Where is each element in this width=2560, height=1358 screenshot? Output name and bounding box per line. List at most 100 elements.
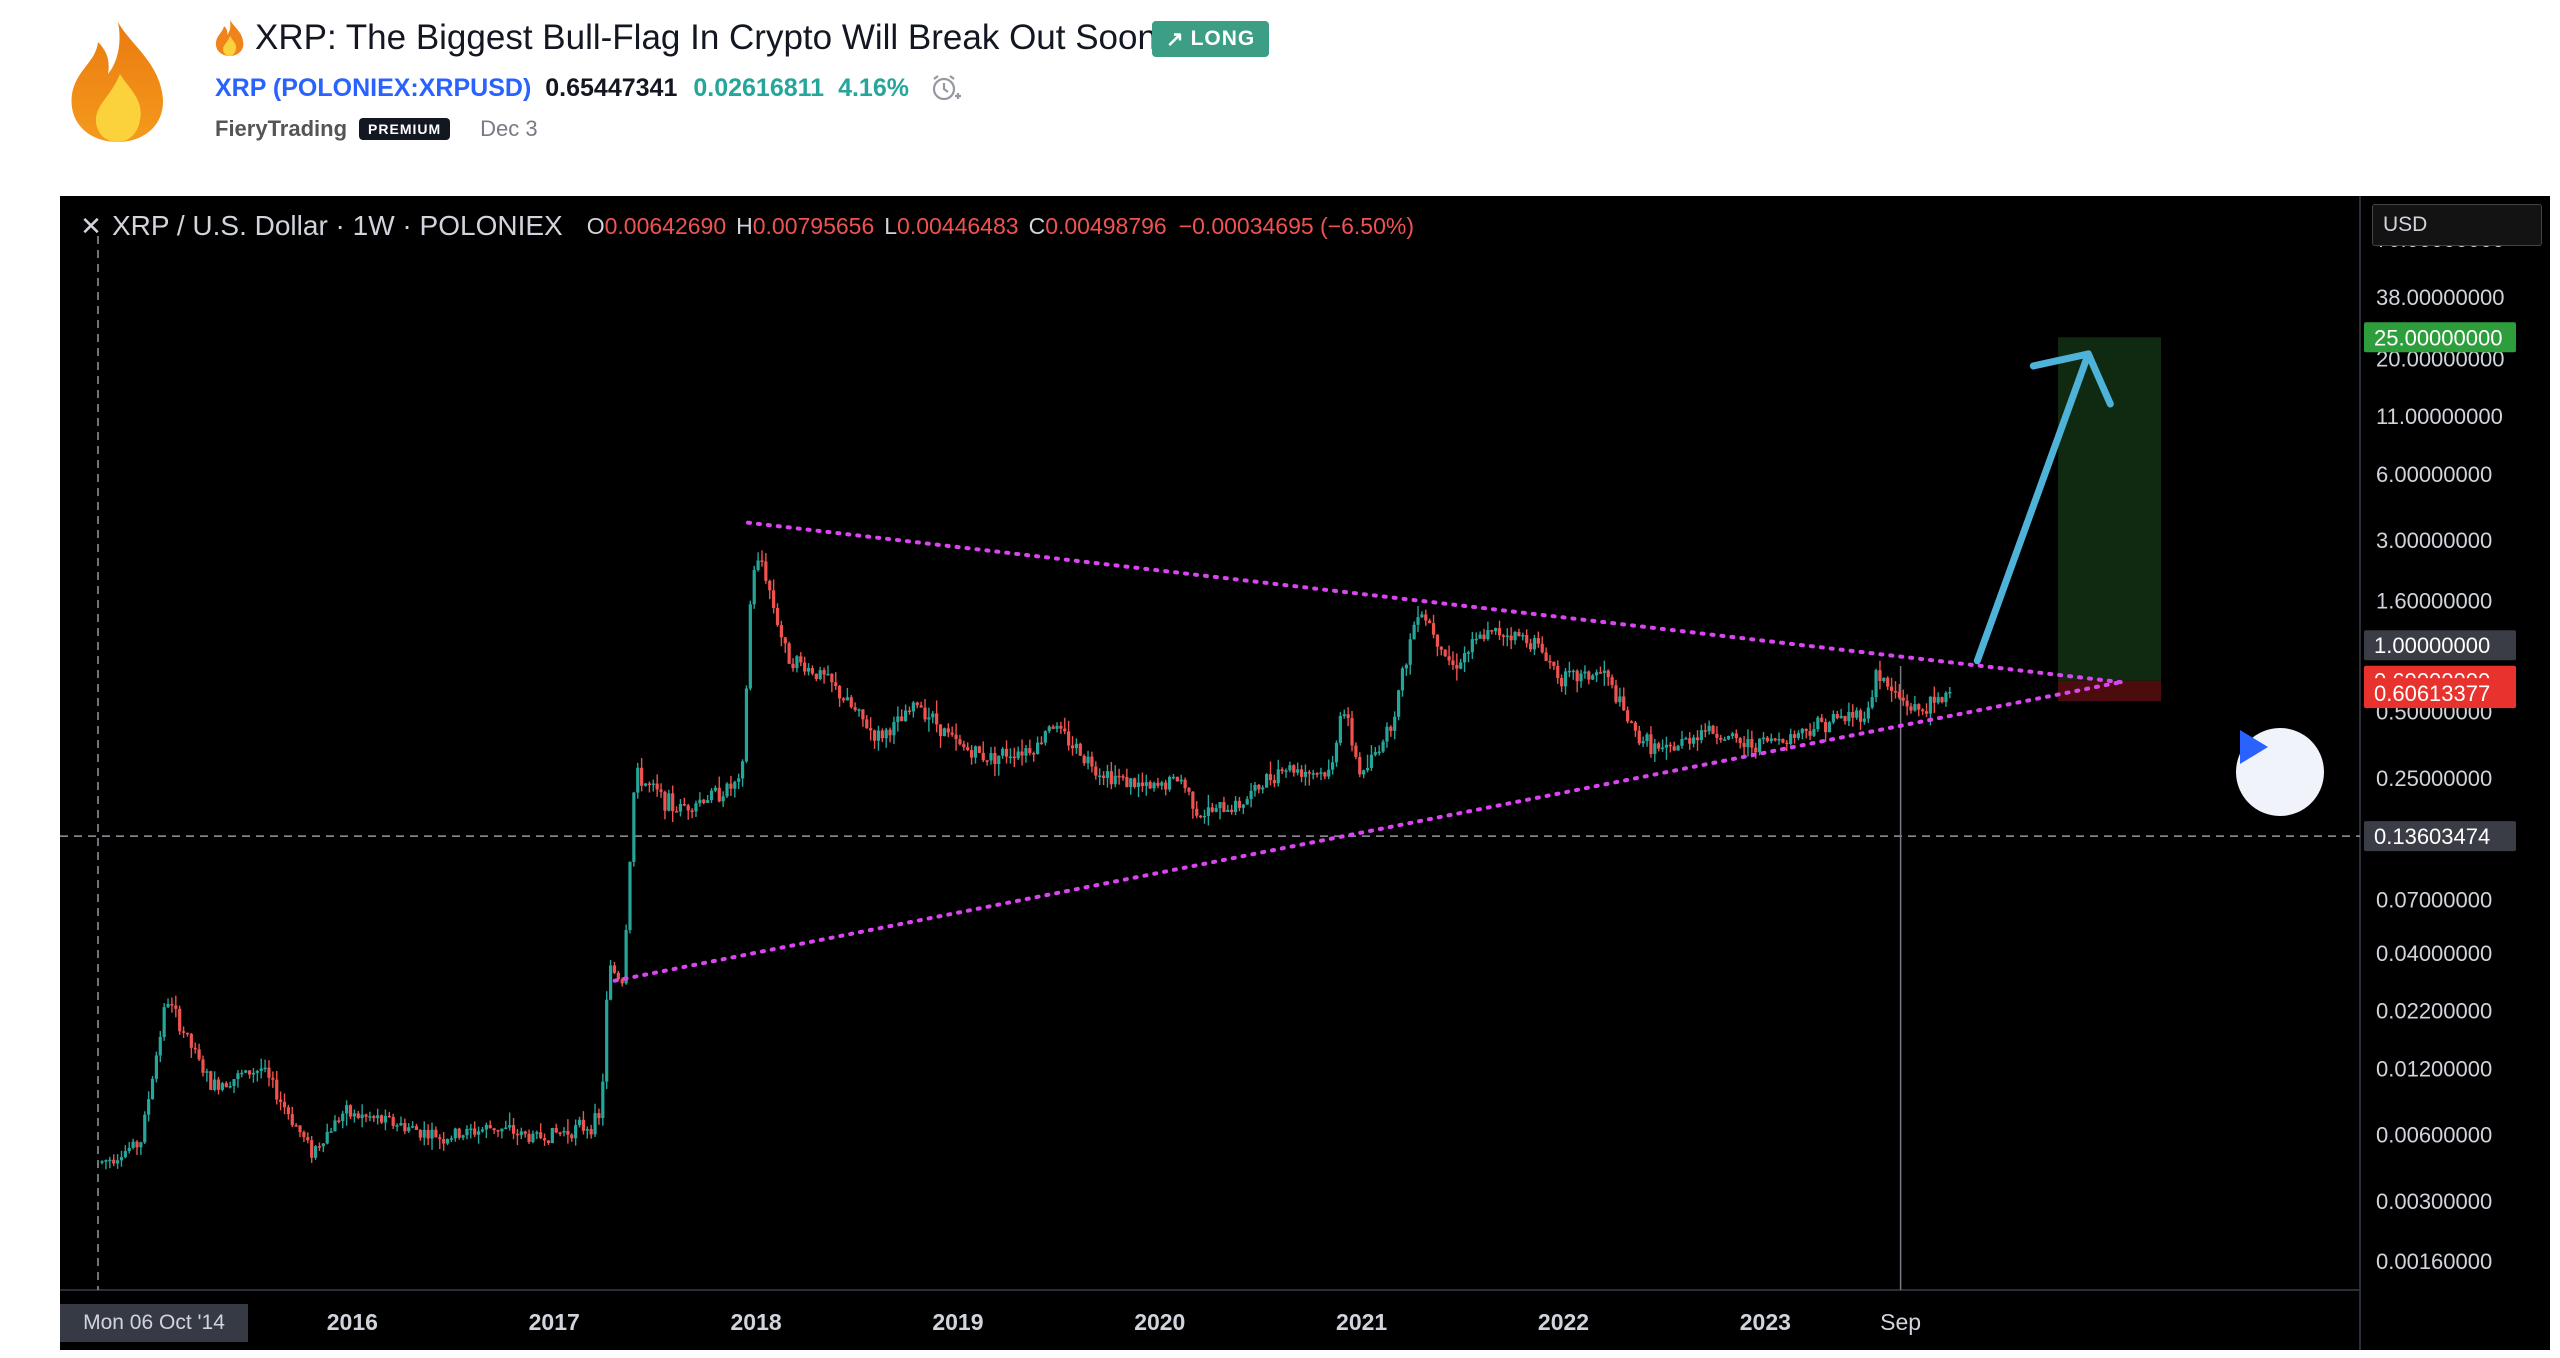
symbol-paren-open: ( (265, 73, 282, 102)
candle-body (581, 1119, 586, 1131)
candle-body (1020, 751, 1024, 756)
candle-body (399, 1123, 403, 1126)
candle-body (232, 1079, 236, 1086)
candle-body (1292, 765, 1296, 773)
candle-body (476, 1131, 481, 1135)
candle-body (1897, 691, 1901, 698)
candle-body (1284, 770, 1288, 772)
candle-body (1012, 756, 1016, 759)
candle-body (1331, 762, 1335, 770)
candle-body (709, 790, 714, 801)
close-icon[interactable]: ✕ (80, 210, 102, 241)
pattern-line-lower (612, 680, 2123, 983)
candle-body (1567, 670, 1572, 673)
play-button[interactable] (2236, 728, 2324, 816)
candle-body (585, 1129, 589, 1131)
candle-body (251, 1072, 256, 1075)
candle-body (1451, 660, 1455, 665)
legend-open-label: O (586, 212, 605, 239)
candle-body (228, 1085, 232, 1088)
candle-body (1455, 664, 1459, 669)
candle-body (1354, 745, 1358, 757)
candle-body (531, 1133, 535, 1142)
candle-body (562, 1130, 566, 1133)
pattern-line-upper (745, 520, 2123, 685)
price-label-bg (2364, 630, 2516, 661)
candle-body (694, 803, 698, 812)
candle-body (1653, 743, 1657, 754)
price-label-bg (2364, 678, 2516, 709)
candle-body (938, 724, 943, 737)
candle-body (1109, 771, 1113, 785)
candle-body (1622, 696, 1626, 711)
symbol-full[interactable]: POLONIEX:XRPUSD (281, 73, 523, 102)
candle-body (1001, 748, 1005, 756)
price-change: 0.02616811 (693, 73, 825, 102)
arrow-up-right-icon: ↗ (1166, 27, 1185, 51)
candle-body (935, 713, 939, 725)
candle-body (647, 783, 651, 786)
candle-body (1276, 769, 1280, 784)
candle-body (1676, 745, 1680, 751)
candle-body (1591, 675, 1595, 680)
candle-body (1323, 772, 1327, 777)
candle-body (282, 1101, 287, 1108)
candle-body (1641, 741, 1645, 744)
candle-body (1944, 692, 1948, 703)
candle-body (1940, 697, 1944, 703)
currency-selector[interactable]: USD (2372, 204, 2542, 246)
candle-body (1509, 635, 1513, 641)
candle-body (267, 1067, 271, 1078)
symbol-link[interactable]: XRP (POLONIEX:XRPUSD) (215, 74, 531, 103)
add-alert-clock-icon[interactable] (929, 72, 961, 104)
author-name[interactable]: FieryTrading (215, 116, 348, 141)
candle-body (519, 1131, 523, 1136)
candle-body (1136, 782, 1141, 787)
candle-body (1393, 716, 1397, 731)
candle-body (690, 810, 694, 812)
candle-body (1909, 706, 1913, 711)
candle-body (1746, 738, 1750, 748)
candle-body (166, 1003, 170, 1008)
flame-icon (215, 20, 244, 56)
symbol-short[interactable]: XRP (215, 73, 266, 102)
candle-body (1734, 733, 1738, 739)
price-axis-tick: 38.00000000 (2376, 285, 2504, 310)
candle-body (294, 1125, 298, 1127)
candle-body (449, 1138, 454, 1140)
candle-body (772, 590, 776, 608)
candle-body (1148, 782, 1152, 789)
candle-body (768, 580, 772, 591)
candle-body (655, 783, 659, 790)
candle-body (1626, 710, 1630, 722)
price-chart-svg[interactable]: 70.0000000038.0000000020.0000000011.0000… (60, 196, 2550, 1350)
candle-body (624, 930, 628, 984)
price-axis-tick: 3.00000000 (2376, 528, 2492, 553)
candle-body (511, 1125, 516, 1134)
candle-body (496, 1130, 500, 1132)
candle-body (348, 1105, 353, 1117)
price-axis-tick: 0.04000000 (2376, 941, 2492, 966)
candle-body (1695, 737, 1700, 741)
candle-body (1179, 779, 1183, 782)
candle-body (1121, 776, 1125, 778)
candle-body (1090, 756, 1094, 767)
candle-body (1070, 745, 1075, 749)
candle-body (958, 739, 962, 745)
candle-body (919, 705, 923, 708)
candle-body (1338, 715, 1342, 743)
candle-body (1078, 743, 1082, 756)
candle-body (1288, 765, 1292, 771)
chart-area[interactable]: 70.0000000038.0000000020.0000000011.0000… (60, 196, 2550, 1350)
candle-body (1462, 653, 1467, 663)
candle-body (1478, 634, 1482, 639)
candle-body (1754, 747, 1758, 753)
candle-body (1610, 677, 1614, 686)
candle-body (341, 1113, 345, 1122)
candle-body (461, 1135, 465, 1138)
candle-body (857, 709, 861, 711)
candle-body (504, 1127, 508, 1130)
candle-body (651, 783, 655, 786)
candle-body (1152, 782, 1156, 789)
candle-body (1808, 731, 1812, 736)
